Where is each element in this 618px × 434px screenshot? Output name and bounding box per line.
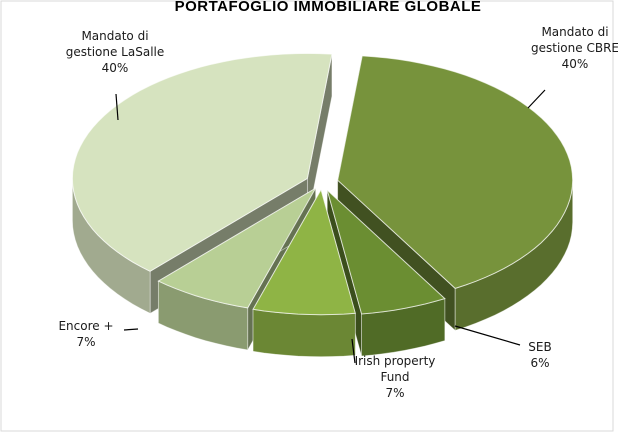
slice-value-label: 40% bbox=[102, 61, 129, 75]
slice-name-label: SEB bbox=[528, 340, 551, 354]
leader-lines bbox=[115, 89, 546, 364]
pie-slice-top bbox=[71, 52, 333, 272]
pie-slice-top bbox=[252, 188, 356, 316]
slice-name-label: Fund bbox=[380, 370, 409, 384]
leader-line bbox=[123, 328, 139, 331]
slice-value-label: 7% bbox=[76, 335, 95, 349]
slice-label: Irish property Fund 7% bbox=[355, 354, 436, 400]
pie-slice-top bbox=[337, 55, 574, 289]
pie-slice-top bbox=[326, 188, 446, 315]
slice-name-label: gestione LaSalle bbox=[66, 45, 165, 59]
slice-name-label: Irish property bbox=[355, 354, 436, 368]
slice-label: Encore + 7% bbox=[58, 319, 113, 349]
slice-label: Mandato di gestione LaSalle 40% bbox=[66, 29, 165, 75]
slice-value-label: 7% bbox=[385, 386, 404, 400]
slice-label: SEB 6% bbox=[528, 340, 551, 370]
slice-name-label: Mandato di bbox=[541, 25, 608, 39]
slice-value-label: 40% bbox=[562, 57, 589, 71]
pie-slice-top bbox=[157, 186, 317, 309]
leader-line bbox=[454, 325, 521, 346]
leader-line bbox=[115, 93, 119, 121]
pie-slices bbox=[71, 52, 574, 358]
leader-line bbox=[527, 89, 546, 109]
slice-name-label: Mandato di bbox=[81, 29, 148, 43]
slice-name-label: gestione CBRE bbox=[531, 41, 618, 55]
chart-title: PORTAFOGLIO IMMOBILIARE GLOBALE bbox=[175, 0, 482, 15]
slice-name-label: Encore + bbox=[58, 319, 113, 333]
slice-labels: Mandato di gestione CBRE 40% SEB 6% Irish pro… bbox=[58, 25, 618, 400]
leader-line bbox=[351, 338, 356, 364]
pie-slice-rim bbox=[252, 308, 356, 358]
slice-value-label: 6% bbox=[530, 356, 549, 370]
pie-slice bbox=[252, 188, 356, 358]
slice-label: Mandato di gestione CBRE 40% bbox=[531, 25, 618, 71]
